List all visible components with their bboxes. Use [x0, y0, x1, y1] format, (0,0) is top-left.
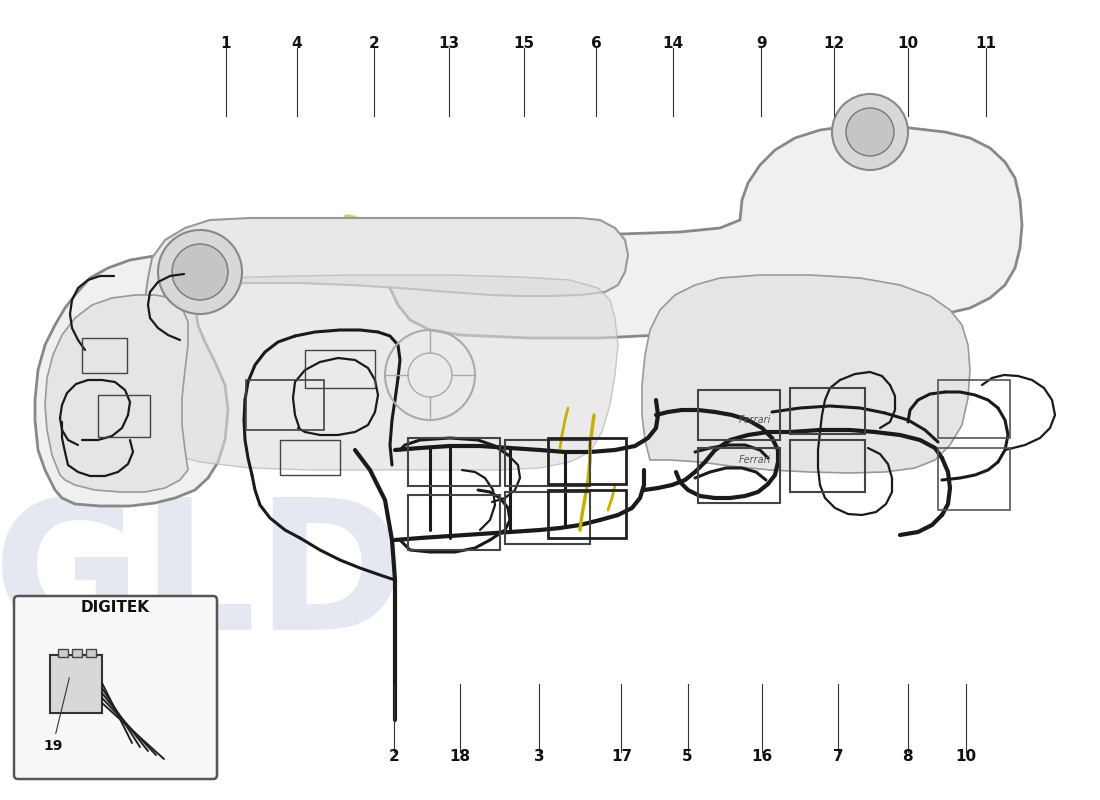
Bar — [698, 390, 780, 440]
Text: 13: 13 — [438, 36, 460, 51]
Text: 19: 19 — [43, 678, 69, 753]
Bar — [548, 438, 626, 484]
Polygon shape — [642, 275, 970, 473]
Bar — [280, 440, 340, 475]
Text: Ferrari: Ferrari — [739, 415, 771, 425]
Circle shape — [846, 108, 894, 156]
Text: 1: 1 — [220, 36, 231, 51]
Bar — [86, 649, 96, 657]
Bar — [790, 388, 865, 434]
Polygon shape — [35, 125, 1022, 506]
Text: 9: 9 — [756, 36, 767, 51]
Polygon shape — [122, 218, 628, 455]
Polygon shape — [138, 275, 618, 470]
Bar — [505, 440, 590, 486]
Circle shape — [158, 230, 242, 314]
Text: 16: 16 — [751, 749, 773, 764]
Text: 11: 11 — [975, 36, 997, 51]
Text: 6: 6 — [591, 36, 602, 51]
Bar — [98, 395, 150, 437]
Text: 14: 14 — [662, 36, 684, 51]
Bar — [246, 380, 324, 430]
Circle shape — [832, 94, 908, 170]
Text: 10: 10 — [955, 749, 977, 764]
Bar — [408, 495, 501, 550]
Polygon shape — [45, 295, 188, 492]
Text: 2: 2 — [368, 36, 379, 51]
Text: 8: 8 — [902, 749, 913, 764]
Text: GLD: GLD — [0, 492, 407, 668]
Text: 12: 12 — [823, 36, 845, 51]
FancyBboxPatch shape — [14, 596, 217, 779]
Bar — [82, 338, 126, 373]
Text: DIGITEK: DIGITEK — [81, 600, 150, 615]
Bar — [938, 448, 1010, 510]
Text: 15: 15 — [513, 36, 535, 51]
Bar — [408, 438, 501, 486]
Text: Ferrari: Ferrari — [739, 455, 771, 465]
Bar — [50, 655, 102, 713]
Bar — [505, 492, 590, 544]
Bar — [58, 649, 68, 657]
Text: a passion for parts: a passion for parts — [331, 202, 769, 358]
Text: 10: 10 — [896, 36, 918, 51]
Text: 17: 17 — [610, 749, 632, 764]
Bar — [305, 350, 375, 388]
Bar — [72, 649, 82, 657]
Bar — [938, 380, 1010, 438]
Text: 2: 2 — [388, 749, 399, 764]
Bar — [698, 448, 780, 503]
Text: 5: 5 — [682, 749, 693, 764]
Text: 7: 7 — [833, 749, 844, 764]
Text: 18: 18 — [449, 749, 471, 764]
Text: 3: 3 — [534, 749, 544, 764]
Bar — [790, 440, 865, 492]
Text: 4: 4 — [292, 36, 302, 51]
Circle shape — [172, 244, 228, 300]
Bar — [548, 490, 626, 538]
